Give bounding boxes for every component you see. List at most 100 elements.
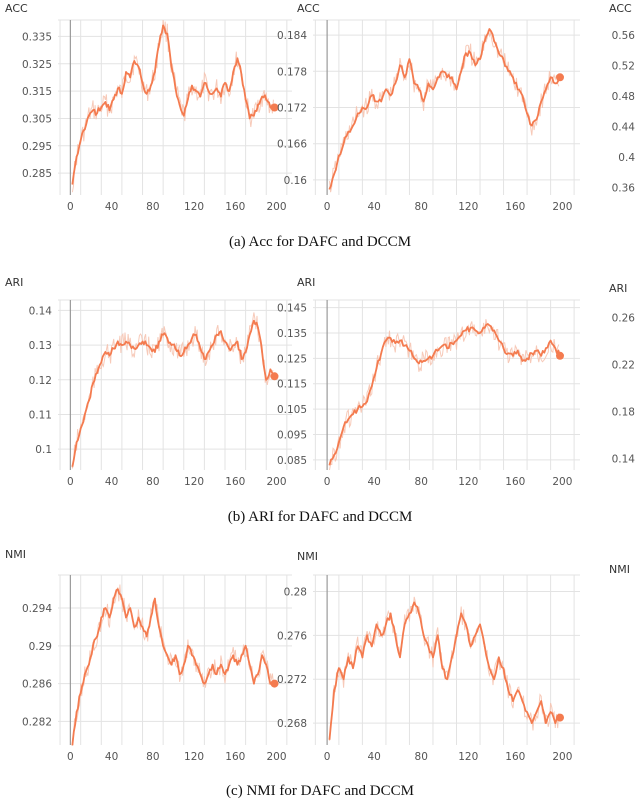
caption-c: (c) NMI for DAFC and DCCM [226, 783, 414, 799]
data-point [182, 114, 185, 117]
data-point [342, 678, 345, 681]
y-tick-label: 0.28 [284, 586, 307, 598]
data-point [413, 601, 416, 604]
data-point [191, 337, 193, 340]
data-point [465, 329, 467, 332]
x-tick-label: 40 [105, 476, 118, 488]
y-tick-label: 0.48 [612, 91, 635, 103]
x-tick-label: 120 [184, 476, 204, 488]
data-point [549, 76, 552, 79]
x-tick-label: 120 [458, 476, 478, 488]
x-tick-label: 80 [415, 201, 428, 213]
data-point [112, 347, 115, 350]
data-point [228, 90, 231, 92]
y-tick-label: 0.16 [284, 175, 308, 187]
smoothed-series-line [71, 319, 276, 467]
data-point [488, 667, 491, 670]
data-point [166, 337, 169, 340]
y-tick-label: 0.095 [277, 429, 307, 441]
data-point [338, 667, 340, 670]
data-point [207, 90, 210, 92]
data-point [203, 82, 206, 84]
data-point [469, 645, 472, 648]
data-point [125, 340, 127, 343]
data-point [141, 626, 144, 628]
data-point [145, 92, 148, 95]
data-point [178, 103, 181, 106]
y-tick-label: 0.272 [277, 674, 307, 686]
data-point [71, 183, 74, 186]
y-tick-label: 0.315 [22, 86, 52, 98]
data-point [129, 344, 132, 346]
data-point [446, 347, 448, 350]
x-tick-label: 160 [505, 751, 525, 763]
data-point [328, 188, 331, 190]
data-point [88, 663, 90, 666]
y-tick-label: 0.184 [277, 30, 307, 42]
data-point [347, 418, 350, 421]
data-point [333, 453, 336, 456]
data-point [162, 333, 165, 336]
data-point [347, 130, 350, 133]
data-point [352, 124, 354, 127]
data-point [116, 340, 119, 343]
y-tick-label: 0.18 [612, 406, 635, 418]
data-point [141, 82, 144, 84]
x-tick-label: 200 [267, 476, 287, 488]
data-point [104, 351, 107, 353]
data-point [79, 139, 82, 142]
data-point [488, 28, 491, 30]
data-point [375, 367, 378, 370]
y-tick-label: 0.325 [22, 59, 52, 71]
y-tick-label: 0.115 [277, 379, 307, 391]
data-point [133, 60, 136, 62]
y-tick-label: 0.14 [612, 453, 636, 465]
data-point [75, 155, 78, 158]
data-point [493, 329, 495, 332]
data-point [554, 82, 557, 85]
data-point [228, 347, 231, 350]
data-point [253, 682, 255, 685]
x-tick-label: 40 [367, 751, 380, 763]
data-point [342, 426, 345, 428]
data-point [220, 663, 222, 666]
data-point [347, 656, 350, 659]
data-point [83, 128, 86, 131]
y-axis-title: NMI [5, 548, 26, 561]
y-tick-label: 0.4 [618, 152, 635, 164]
data-point [170, 663, 173, 666]
data-point [116, 588, 119, 591]
data-point [125, 616, 127, 619]
caption-a: (a) Acc for DAFC and DCCM [229, 234, 411, 250]
x-tick-label: 160 [505, 476, 525, 488]
data-point [385, 339, 387, 342]
y-tick-label: 0.125 [277, 353, 307, 365]
data-point [174, 87, 177, 90]
data-point [79, 427, 82, 430]
data-point [199, 347, 202, 350]
data-point [96, 635, 99, 638]
data-point [366, 400, 368, 403]
x-tick-label: 120 [184, 751, 204, 763]
data-point [413, 82, 416, 85]
raw-series-line [71, 312, 274, 469]
data-point [228, 663, 231, 666]
chart-b1: ARI 0.1 0.11 0.12 0.13 0.14 0 40 80 120 160 200 [5, 276, 292, 488]
data-point [83, 413, 86, 416]
data-point [427, 645, 430, 648]
data-point [265, 378, 268, 381]
data-point [158, 43, 160, 46]
data-point [71, 465, 74, 468]
data-point [512, 700, 514, 702]
data-point [199, 673, 202, 676]
data-point [394, 342, 397, 344]
data-point [133, 626, 136, 628]
data-point [356, 645, 359, 648]
data-point [436, 634, 439, 637]
x-tick-label: 80 [146, 476, 159, 488]
data-point [220, 95, 222, 98]
data-point [441, 344, 444, 347]
data-point [265, 98, 268, 101]
data-point [108, 616, 111, 619]
data-point [83, 673, 86, 676]
